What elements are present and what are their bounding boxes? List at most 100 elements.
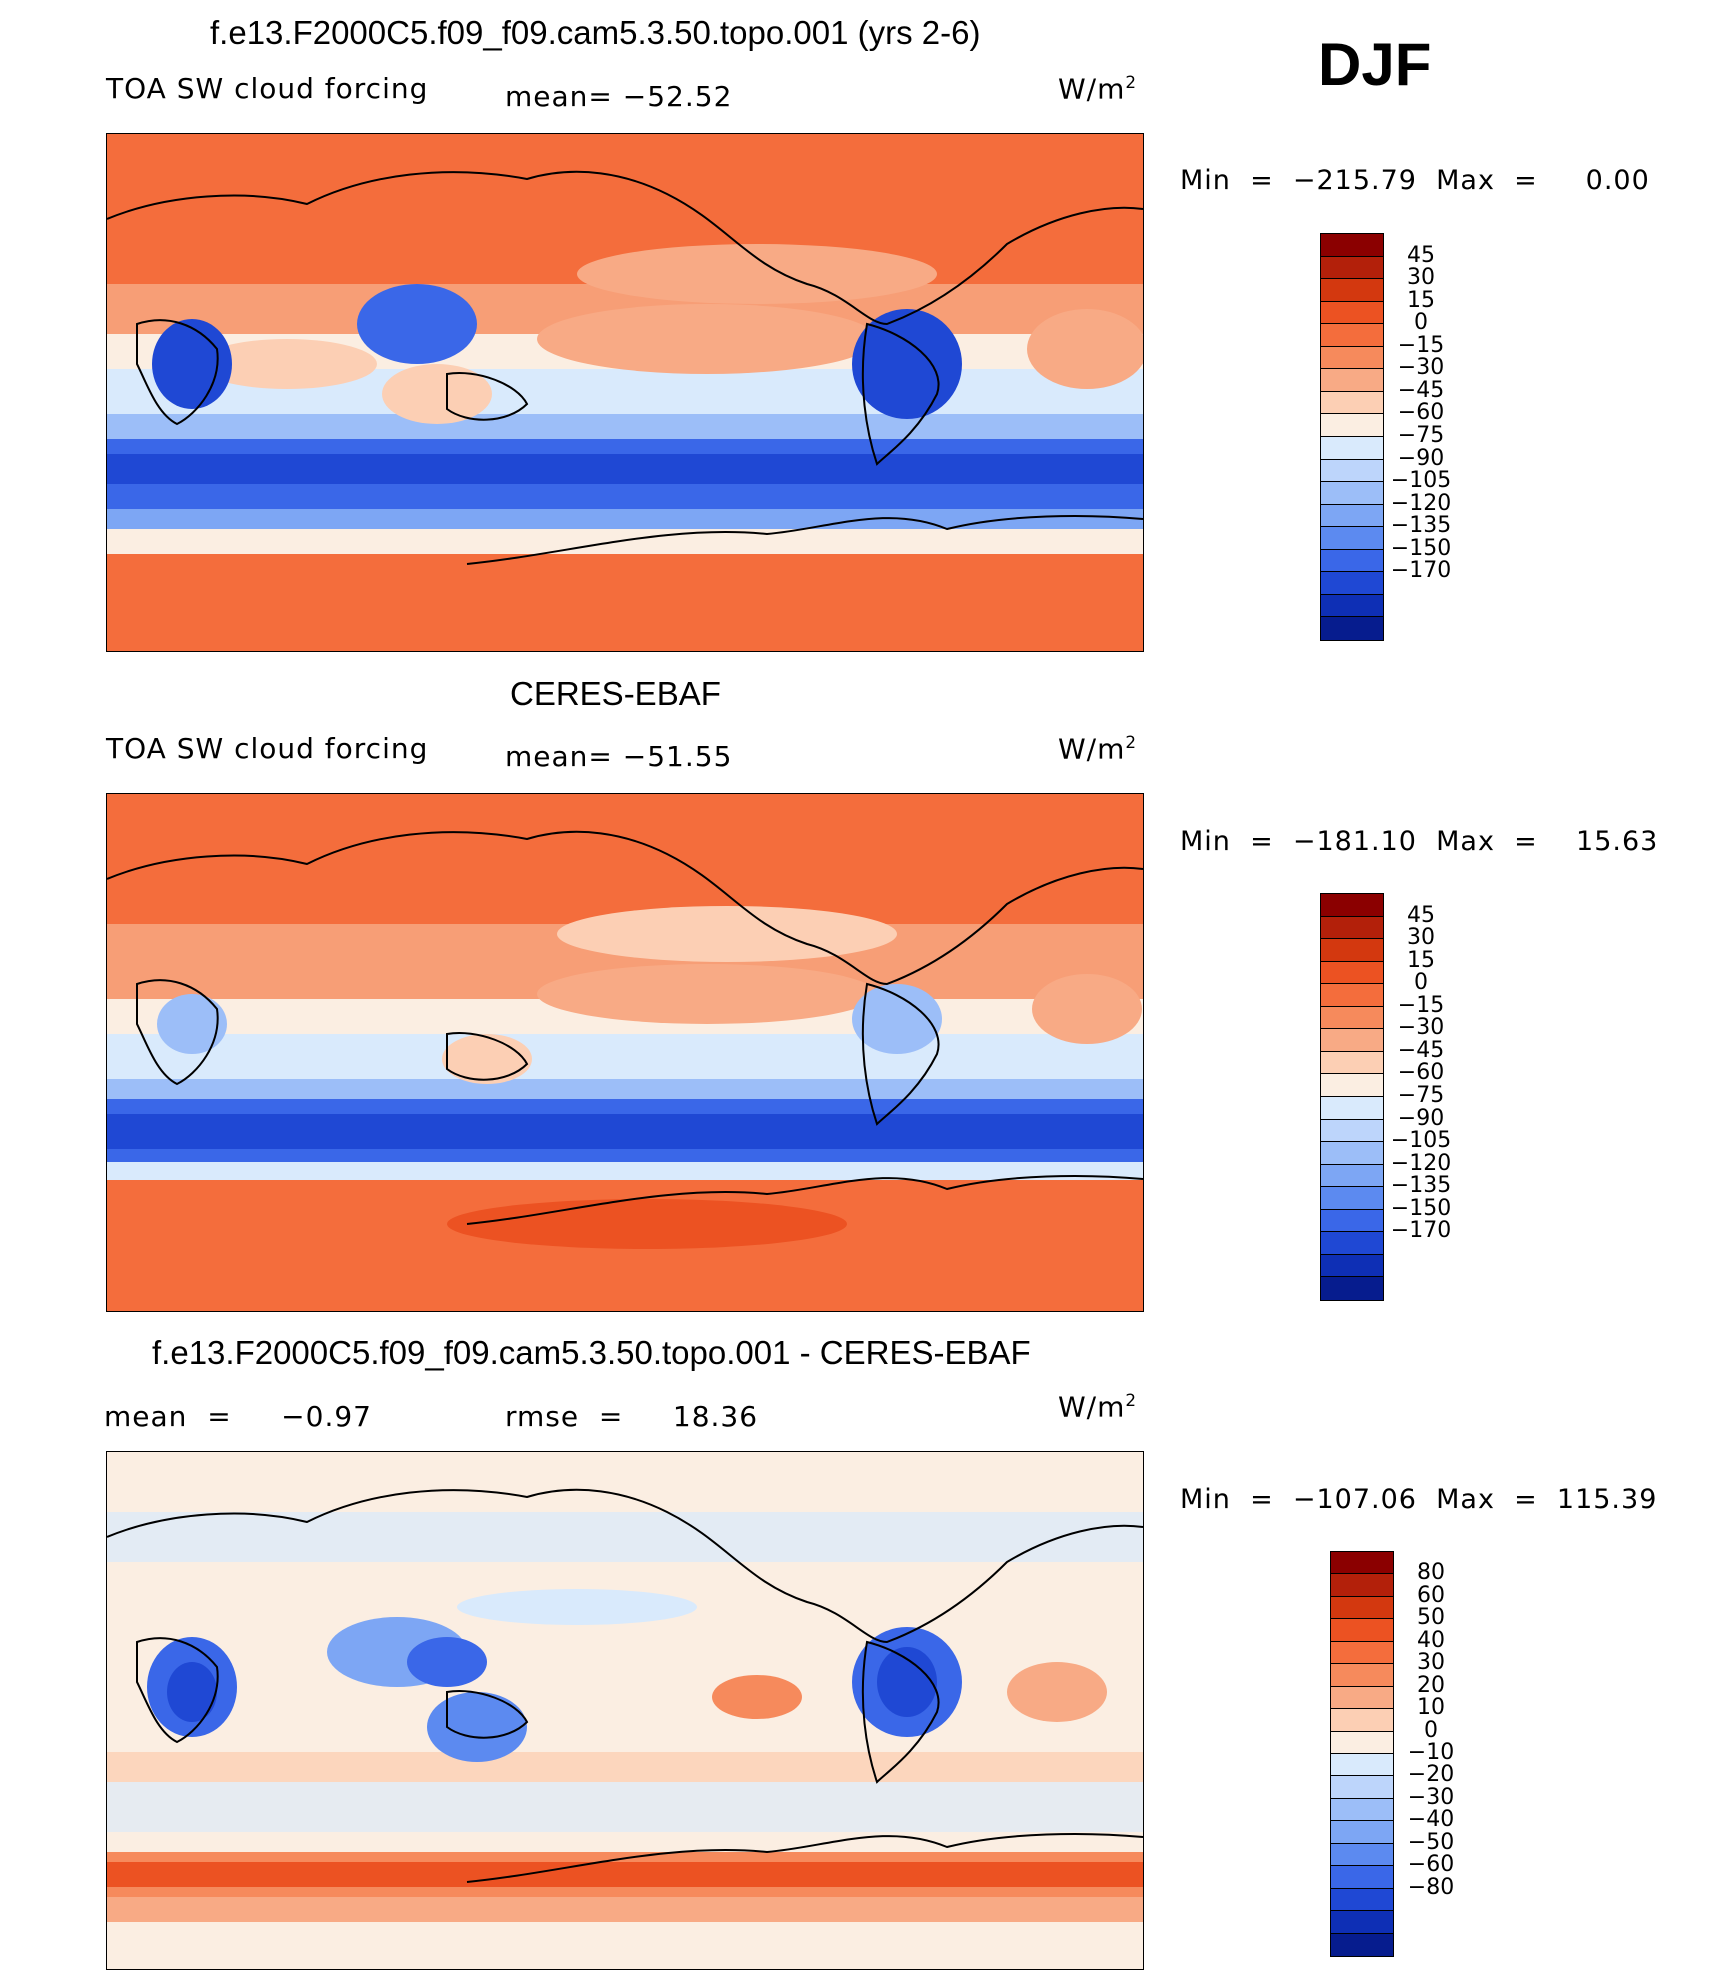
colorbar-swatch bbox=[1331, 1709, 1393, 1732]
colorbar-swatch bbox=[1321, 984, 1383, 1007]
colorbar-swatch bbox=[1331, 1776, 1393, 1799]
colorbar-swatch bbox=[1331, 1888, 1393, 1912]
colorbar-swatch bbox=[1331, 1911, 1393, 1934]
colorbar-swatch bbox=[1321, 1277, 1383, 1300]
colorbar-tick-label: −15 bbox=[1397, 992, 1445, 1018]
panel2-minmax: Min = −181.10 Max = 15.63 bbox=[1180, 826, 1659, 857]
colorbar-swatch bbox=[1321, 1029, 1383, 1052]
colorbar-swatch bbox=[1321, 1254, 1383, 1278]
colorbar-swatch bbox=[1321, 437, 1383, 460]
colorbar-swatch bbox=[1331, 1731, 1393, 1754]
colorbar-swatch bbox=[1321, 549, 1383, 573]
colorbar-tick-label: 20 bbox=[1417, 1672, 1445, 1698]
colorbar-tick-label: 0 bbox=[1424, 1717, 1438, 1743]
panel3-title: f.e13.F2000C5.f09_f09.cam5.3.50.topo.001… bbox=[152, 1334, 1031, 1371]
colorbar-tick-label: −105 bbox=[1390, 1128, 1452, 1154]
colorbar-tick-label: −120 bbox=[1390, 1150, 1452, 1176]
panel2-mean: mean= −51.55 bbox=[505, 740, 733, 773]
colorbar-swatch bbox=[1321, 572, 1383, 595]
panel2-title: CERES-EBAF bbox=[510, 675, 721, 712]
colorbar-swatch bbox=[1331, 1821, 1393, 1844]
colorbar-swatch bbox=[1321, 594, 1383, 618]
panel1-minmax: Min = −215.79 Max = 0.00 bbox=[1180, 165, 1650, 196]
colorbar-swatch bbox=[1321, 1097, 1383, 1120]
colorbar-swatch bbox=[1321, 1074, 1383, 1097]
panel1-mean: mean= −52.52 bbox=[505, 80, 733, 113]
colorbar-tick-label: −80 bbox=[1407, 1874, 1455, 1900]
panel3-units: W/m2 bbox=[1058, 1390, 1138, 1424]
colorbar-tick-label: −60 bbox=[1397, 1060, 1445, 1086]
colorbar-tick-label: −75 bbox=[1397, 423, 1445, 448]
colorbar-swatch bbox=[1331, 1866, 1393, 1889]
colorbar-tick-label: −90 bbox=[1397, 445, 1445, 471]
colorbar-swatch bbox=[1321, 459, 1383, 483]
colorbar-swatch bbox=[1321, 301, 1383, 325]
colorbar-tick-label: 45 bbox=[1407, 902, 1435, 928]
colorbar-swatch bbox=[1321, 1006, 1383, 1030]
panel3-mean: mean = −0.97 bbox=[104, 1400, 372, 1433]
colorbar-swatch bbox=[1321, 346, 1383, 370]
panel1-colorbar bbox=[1320, 233, 1384, 641]
colorbar-tick-label: −105 bbox=[1390, 468, 1452, 494]
colorbar-tick-label: 80 bbox=[1417, 1560, 1445, 1586]
colorbar-tick-label: −15 bbox=[1397, 332, 1445, 358]
panel3-map-svg bbox=[107, 1452, 1143, 1969]
colorbar-tick-label: −20 bbox=[1407, 1762, 1455, 1788]
panel2-map-svg bbox=[107, 794, 1143, 1311]
colorbar-tick-label: −120 bbox=[1390, 490, 1452, 516]
panel3-rmse: rmse = 18.36 bbox=[505, 1400, 759, 1433]
colorbar-swatch bbox=[1321, 324, 1383, 347]
panel2-colorbar bbox=[1320, 893, 1384, 1301]
panel2-variable-label: TOA SW cloud forcing bbox=[106, 732, 429, 765]
colorbar-swatch bbox=[1331, 1664, 1393, 1687]
colorbar-tick-label: −30 bbox=[1397, 355, 1445, 381]
colorbar-tick-label: −135 bbox=[1390, 513, 1452, 539]
colorbar-swatch bbox=[1321, 1142, 1383, 1165]
colorbar-tick-label: 15 bbox=[1407, 947, 1435, 973]
colorbar-tick-label: 30 bbox=[1407, 925, 1435, 951]
colorbar-swatch bbox=[1331, 1798, 1393, 1822]
colorbar-swatch bbox=[1321, 279, 1383, 302]
colorbar-swatch bbox=[1331, 1754, 1393, 1777]
colorbar-swatch bbox=[1321, 256, 1383, 280]
colorbar-swatch bbox=[1331, 1619, 1393, 1642]
colorbar-swatch bbox=[1321, 234, 1383, 257]
panel2-map bbox=[106, 793, 1144, 1312]
colorbar-swatch bbox=[1321, 617, 1383, 640]
colorbar-tick-label: −90 bbox=[1397, 1105, 1445, 1131]
colorbar-swatch bbox=[1331, 1641, 1393, 1665]
colorbar-tick-label: −30 bbox=[1397, 1015, 1445, 1041]
colorbar-swatch bbox=[1331, 1574, 1393, 1597]
colorbar-tick-label: 50 bbox=[1417, 1605, 1445, 1631]
colorbar-tick-label: −50 bbox=[1407, 1829, 1455, 1855]
colorbar-swatch bbox=[1321, 1232, 1383, 1255]
colorbar-swatch bbox=[1321, 894, 1383, 917]
colorbar-tick-label: 0 bbox=[1414, 970, 1428, 996]
colorbar-swatch bbox=[1321, 916, 1383, 940]
colorbar-swatch bbox=[1331, 1596, 1393, 1620]
colorbar-tick-label: −40 bbox=[1407, 1807, 1455, 1833]
colorbar-tick-label: 45 bbox=[1407, 242, 1435, 268]
colorbar-tick-label: −150 bbox=[1390, 1195, 1452, 1221]
colorbar-tick-label: 30 bbox=[1407, 265, 1435, 291]
colorbar-swatch bbox=[1321, 391, 1383, 415]
colorbar-swatch bbox=[1321, 939, 1383, 962]
colorbar-swatch bbox=[1321, 1164, 1383, 1188]
panel1-map bbox=[106, 133, 1144, 652]
colorbar-swatch bbox=[1321, 961, 1383, 985]
panel2-units: W/m2 bbox=[1058, 732, 1138, 766]
colorbar-tick-label: −75 bbox=[1397, 1083, 1445, 1108]
panel3-minmax: Min = −107.06 Max = 115.39 bbox=[1180, 1484, 1658, 1515]
panel1-title: f.e13.F2000C5.f09_f09.cam5.3.50.topo.001… bbox=[210, 14, 981, 51]
colorbar-tick-label: −60 bbox=[1407, 1852, 1455, 1878]
colorbar-swatch bbox=[1321, 1187, 1383, 1210]
colorbar-tick-label: −170 bbox=[1390, 558, 1452, 584]
colorbar-swatch bbox=[1321, 1119, 1383, 1143]
colorbar-tick-label: −150 bbox=[1390, 535, 1452, 561]
colorbar-tick-label: −170 bbox=[1390, 1218, 1452, 1244]
colorbar-swatch bbox=[1331, 1686, 1393, 1710]
colorbar-swatch bbox=[1321, 504, 1383, 528]
colorbar-tick-label: 15 bbox=[1407, 287, 1435, 313]
colorbar-tick-label: −10 bbox=[1407, 1740, 1455, 1765]
panel1-units: W/m2 bbox=[1058, 72, 1138, 106]
